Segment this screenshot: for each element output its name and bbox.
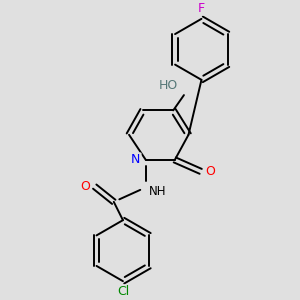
Text: Cl: Cl (117, 285, 129, 298)
Text: HO: HO (159, 80, 178, 92)
Text: O: O (206, 165, 216, 178)
Text: N: N (131, 153, 141, 167)
Text: NH: NH (148, 185, 166, 198)
Text: F: F (198, 2, 205, 15)
Text: O: O (80, 180, 90, 193)
